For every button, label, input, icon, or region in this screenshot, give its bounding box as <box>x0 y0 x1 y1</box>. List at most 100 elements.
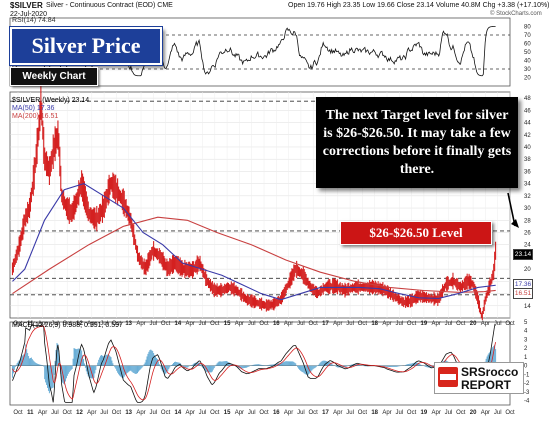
x-tick-label: Oct <box>210 410 220 416</box>
x-tick-label: Oct <box>358 321 368 327</box>
x-tick-label: 17 <box>322 321 329 327</box>
price-tick-label: 48 <box>524 96 531 102</box>
macd-tick-label: 1 <box>524 355 528 361</box>
x-tick-label: Oct <box>259 410 269 416</box>
ma200-legend: MA(200) 16.51 <box>12 113 59 120</box>
x-tick-label: Apr <box>284 410 293 416</box>
x-tick-label: Jul <box>297 410 305 416</box>
x-tick-label: Apr <box>136 321 145 327</box>
price-tick-label: 42 <box>524 133 531 139</box>
annotation-text: The next Target level for silver is $26-… <box>322 107 512 177</box>
x-tick-label: Apr <box>186 321 195 327</box>
x-tick-label: Oct <box>407 321 417 327</box>
x-tick-label: Apr <box>382 410 391 416</box>
ma200-line <box>12 216 496 295</box>
macd-signal-line <box>12 325 496 401</box>
x-tick-label: 15 <box>224 321 231 327</box>
x-tick-label: Apr <box>382 321 391 327</box>
x-tick-label: Apr <box>38 321 47 327</box>
x-tick-label: Jul <box>395 321 403 327</box>
price-legend: $SILVER (Weekly) 23.14 <box>12 97 90 104</box>
x-tick-label: 17 <box>322 410 329 416</box>
x-tick-label: 11 <box>27 321 34 327</box>
srsrocco-logo: SRSrocco REPORT <box>434 362 524 394</box>
x-tick-label: Apr <box>481 321 490 327</box>
title-box: Silver Price <box>10 27 162 65</box>
ohlc-readout: Open 19.76 High 23.35 Low 19.66 Close 23… <box>288 2 550 9</box>
x-tick-label: Jul <box>494 410 502 416</box>
x-tick-label: Apr <box>235 410 244 416</box>
logo-mark-icon <box>438 367 458 387</box>
ma200-price-tag: 16.51 <box>513 288 533 299</box>
x-tick-label: Oct <box>358 410 368 416</box>
x-tick-label: 15 <box>224 410 231 416</box>
x-tick-label: Apr <box>38 410 47 416</box>
logo-line1: SRSrocco <box>461 365 519 379</box>
macd-tick-label: -1 <box>524 372 530 378</box>
x-tick-label: Jul <box>51 321 59 327</box>
x-tick-label: Apr <box>284 321 293 327</box>
macd-tick-label: -4 <box>524 399 530 405</box>
x-tick-label: Jul <box>297 321 305 327</box>
x-tick-label: Jul <box>346 410 354 416</box>
x-tick-label: 16 <box>273 321 280 327</box>
target-arrowhead <box>511 219 519 228</box>
ma50-legend: MA(50) 17.36 <box>12 105 55 112</box>
x-tick-label: 19 <box>421 321 428 327</box>
x-tick-label: Oct <box>161 410 171 416</box>
price-tick-label: 46 <box>524 108 531 114</box>
x-tick-label: Jul <box>149 410 157 416</box>
x-tick-label: Jul <box>494 321 502 327</box>
x-tick-label: 20 <box>470 410 477 416</box>
macd-tick-label: 0 <box>524 364 528 370</box>
x-tick-label: Oct <box>112 410 122 416</box>
x-tick-label: Oct <box>309 321 319 327</box>
price-tick-label: 32 <box>524 194 531 200</box>
last-price-tag: 23.14 <box>513 249 533 260</box>
x-tick-label: Jul <box>51 410 59 416</box>
macd-tick-label: 3 <box>524 337 528 343</box>
price-tick-label: 38 <box>524 157 531 163</box>
rsi-tick-label: 20 <box>524 76 531 82</box>
macd-tick-label: 2 <box>524 346 528 352</box>
x-tick-label: Apr <box>432 410 441 416</box>
x-tick-label: Jul <box>100 321 108 327</box>
x-tick-label: Oct <box>309 410 319 416</box>
price-tick-label: 20 <box>524 267 531 273</box>
x-tick-label: Oct <box>112 321 122 327</box>
price-tick-label: 14 <box>524 304 531 310</box>
price-tick-label: 26 <box>524 230 531 236</box>
x-tick-label: Oct <box>63 321 73 327</box>
rsi-tick-label: 50 <box>524 50 531 56</box>
x-tick-label: Jul <box>248 410 256 416</box>
x-tick-label: 12 <box>76 410 83 416</box>
x-tick-label: Oct <box>13 410 23 416</box>
x-tick-label: Jul <box>199 321 207 327</box>
x-tick-label: 16 <box>273 410 280 416</box>
price-tick-label: 28 <box>524 218 531 224</box>
rsi-tick-label: 30 <box>524 67 531 73</box>
x-tick-label: Jul <box>445 410 453 416</box>
price-tick-label: 34 <box>524 182 531 188</box>
x-tick-label: Jul <box>100 410 108 416</box>
x-tick-label: 13 <box>125 410 132 416</box>
x-tick-label: Apr <box>136 410 145 416</box>
x-tick-label: Apr <box>432 321 441 327</box>
x-tick-label: Oct <box>210 321 220 327</box>
chart-date: 22-Jul-2020 <box>10 11 47 18</box>
price-tick-label: 36 <box>524 169 531 175</box>
x-tick-label: Oct <box>63 410 73 416</box>
x-tick-label: Apr <box>333 321 342 327</box>
x-tick-label: 20 <box>470 321 477 327</box>
macd-tick-label: 5 <box>524 320 528 326</box>
rsi-tick-label: 70 <box>524 33 531 39</box>
price-tick-label: 44 <box>524 121 531 127</box>
rsi-tick-label: 60 <box>524 42 531 48</box>
x-tick-label: Oct <box>505 410 515 416</box>
level-label: $26-$26.50 Level <box>340 221 492 245</box>
x-tick-label: Oct <box>259 321 269 327</box>
rsi-legend: RSI(14) 74.84 <box>12 17 56 24</box>
x-tick-label: 19 <box>421 410 428 416</box>
price-tick-label: 30 <box>524 206 531 212</box>
x-tick-label: 18 <box>371 321 378 327</box>
